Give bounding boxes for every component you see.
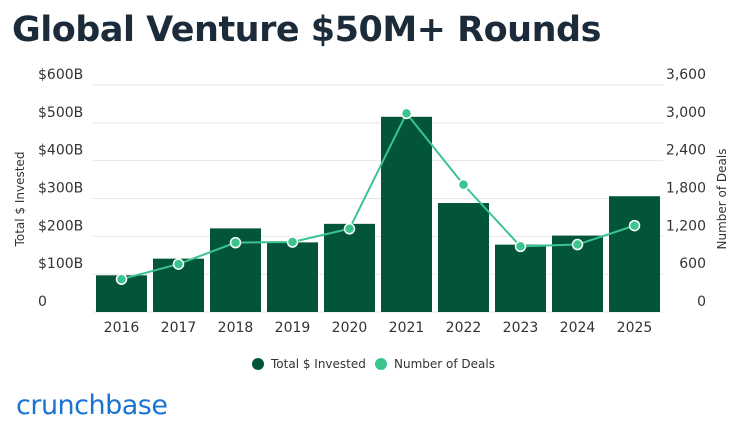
x-tick-label: 2022 — [446, 320, 482, 336]
x-tick-label: 2018 — [218, 320, 254, 336]
deals-line-path — [121, 111, 635, 281]
deals-point-2023 — [514, 240, 527, 253]
x-tick-label: 2023 — [503, 320, 539, 336]
bar-invested-2020 — [324, 223, 375, 312]
y-axis-right-title: Number of Deals — [715, 149, 729, 250]
deals-point-2020 — [343, 223, 356, 235]
x-tick-label: 2020 — [332, 320, 368, 336]
crunchbase-logo: crunchbase — [16, 390, 168, 421]
deals-point-2018 — [229, 236, 242, 249]
y-axis-left-title: Total $ Invested — [13, 152, 27, 248]
y-left-tick-label: 0 — [38, 294, 47, 310]
bars — [96, 116, 660, 312]
legend-swatch-deals — [375, 358, 387, 370]
deals-line — [115, 107, 641, 285]
x-tick-label: 2017 — [161, 320, 197, 336]
y-left-tick-label: $300B — [38, 181, 83, 197]
x-tick-label: 2025 — [617, 320, 653, 336]
y-right-tick-label: 3,600 — [666, 67, 706, 83]
chart-title: Global Venture $50M+ Rounds — [12, 10, 601, 50]
y-left-tick-label: $200B — [38, 218, 83, 234]
bar-invested-2021 — [381, 116, 432, 312]
x-tick-label: 2016 — [104, 320, 140, 336]
y-right-tick-label: 1,800 — [666, 181, 706, 197]
deals-point-2025 — [628, 219, 641, 232]
x-tick-label: 2024 — [560, 320, 596, 336]
y-left-tick-label: $100B — [38, 256, 83, 272]
y-right-tick-label: 600 — [679, 256, 706, 272]
deals-point-2017 — [172, 258, 185, 270]
bar-invested-2019 — [267, 242, 318, 312]
bar-invested-2025 — [609, 196, 660, 312]
y-right-tick-label: 3,000 — [666, 105, 706, 121]
legend-swatch-invested — [252, 358, 264, 370]
y-right-tick-label: 2,400 — [666, 143, 706, 159]
x-tick-label: 2021 — [389, 320, 425, 336]
deals-point-2019 — [286, 236, 299, 248]
y-right-tick-label: 0 — [697, 294, 706, 310]
legend-label-invested: Total $ Invested — [270, 357, 366, 371]
y-left-tick-label: $500B — [38, 105, 83, 121]
deals-point-2021 — [400, 107, 413, 120]
deals-point-2024 — [571, 238, 584, 251]
y-left-tick-label: $400B — [38, 143, 83, 159]
legend: Total $ Invested Number of Deals — [252, 357, 495, 371]
y-left-tick-label: $600B — [38, 67, 83, 83]
bar-invested-2023 — [495, 244, 546, 312]
x-tick-label: 2019 — [275, 320, 311, 336]
legend-label-deals: Number of Deals — [394, 357, 495, 371]
deals-point-2022 — [457, 178, 470, 191]
y-right-tick-label: 1,200 — [666, 218, 706, 234]
axes: 0 0 $100B 600 $200B 1,200 $300B 1,800 $400B 2,400… — [38, 67, 706, 336]
bar-invested-2022 — [438, 203, 489, 312]
deals-point-2016 — [115, 273, 128, 285]
